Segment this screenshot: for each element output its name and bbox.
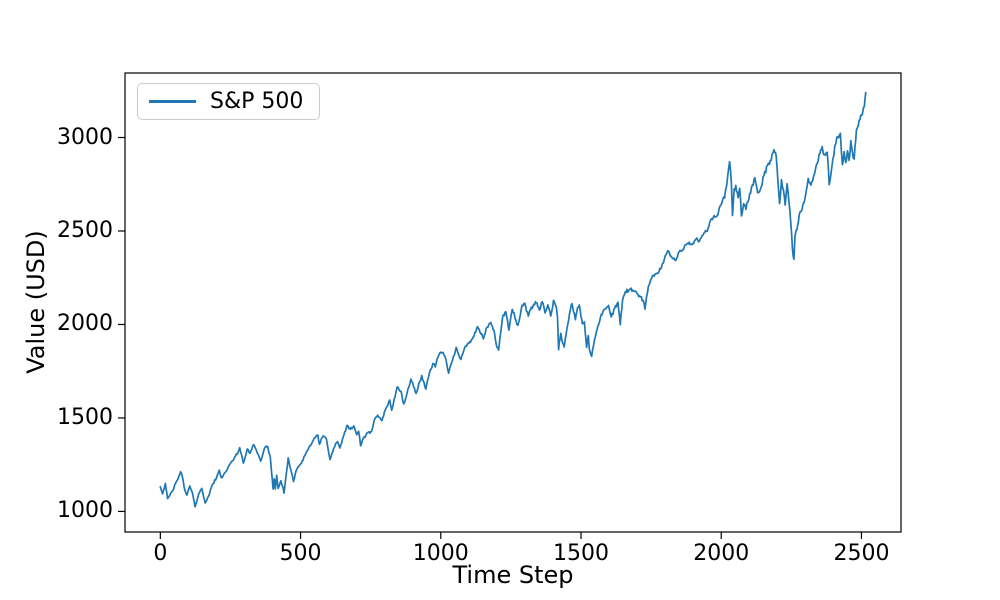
plot-border-spines bbox=[124, 72, 902, 533]
y-tick-label: 1000 bbox=[57, 498, 113, 524]
y-tick-label: 2500 bbox=[57, 217, 113, 243]
sp500-series-line bbox=[159, 91, 867, 508]
x-tick-label: 2500 bbox=[833, 541, 890, 566]
y-tick-label: 1500 bbox=[57, 404, 113, 430]
x-tick-label: 1500 bbox=[553, 541, 609, 566]
y-axis-title: Value (USD) bbox=[22, 230, 50, 374]
y-axis-tick-marks bbox=[118, 136, 125, 513]
legend: S&P 500 bbox=[137, 83, 321, 120]
x-tick-label: 2000 bbox=[693, 541, 750, 566]
x-axis-title: Time Step bbox=[452, 561, 574, 589]
y-tick-label: 2000 bbox=[57, 311, 113, 337]
y-tick-label: 3000 bbox=[57, 124, 113, 150]
x-axis-tick-marks bbox=[159, 532, 863, 539]
x-tick-label: 500 bbox=[279, 541, 322, 566]
legend-line-sample bbox=[149, 100, 196, 103]
x-tick-label: 1000 bbox=[412, 541, 469, 566]
x-tick-label: 0 bbox=[153, 541, 168, 566]
legend-label: S&P 500 bbox=[210, 88, 304, 114]
